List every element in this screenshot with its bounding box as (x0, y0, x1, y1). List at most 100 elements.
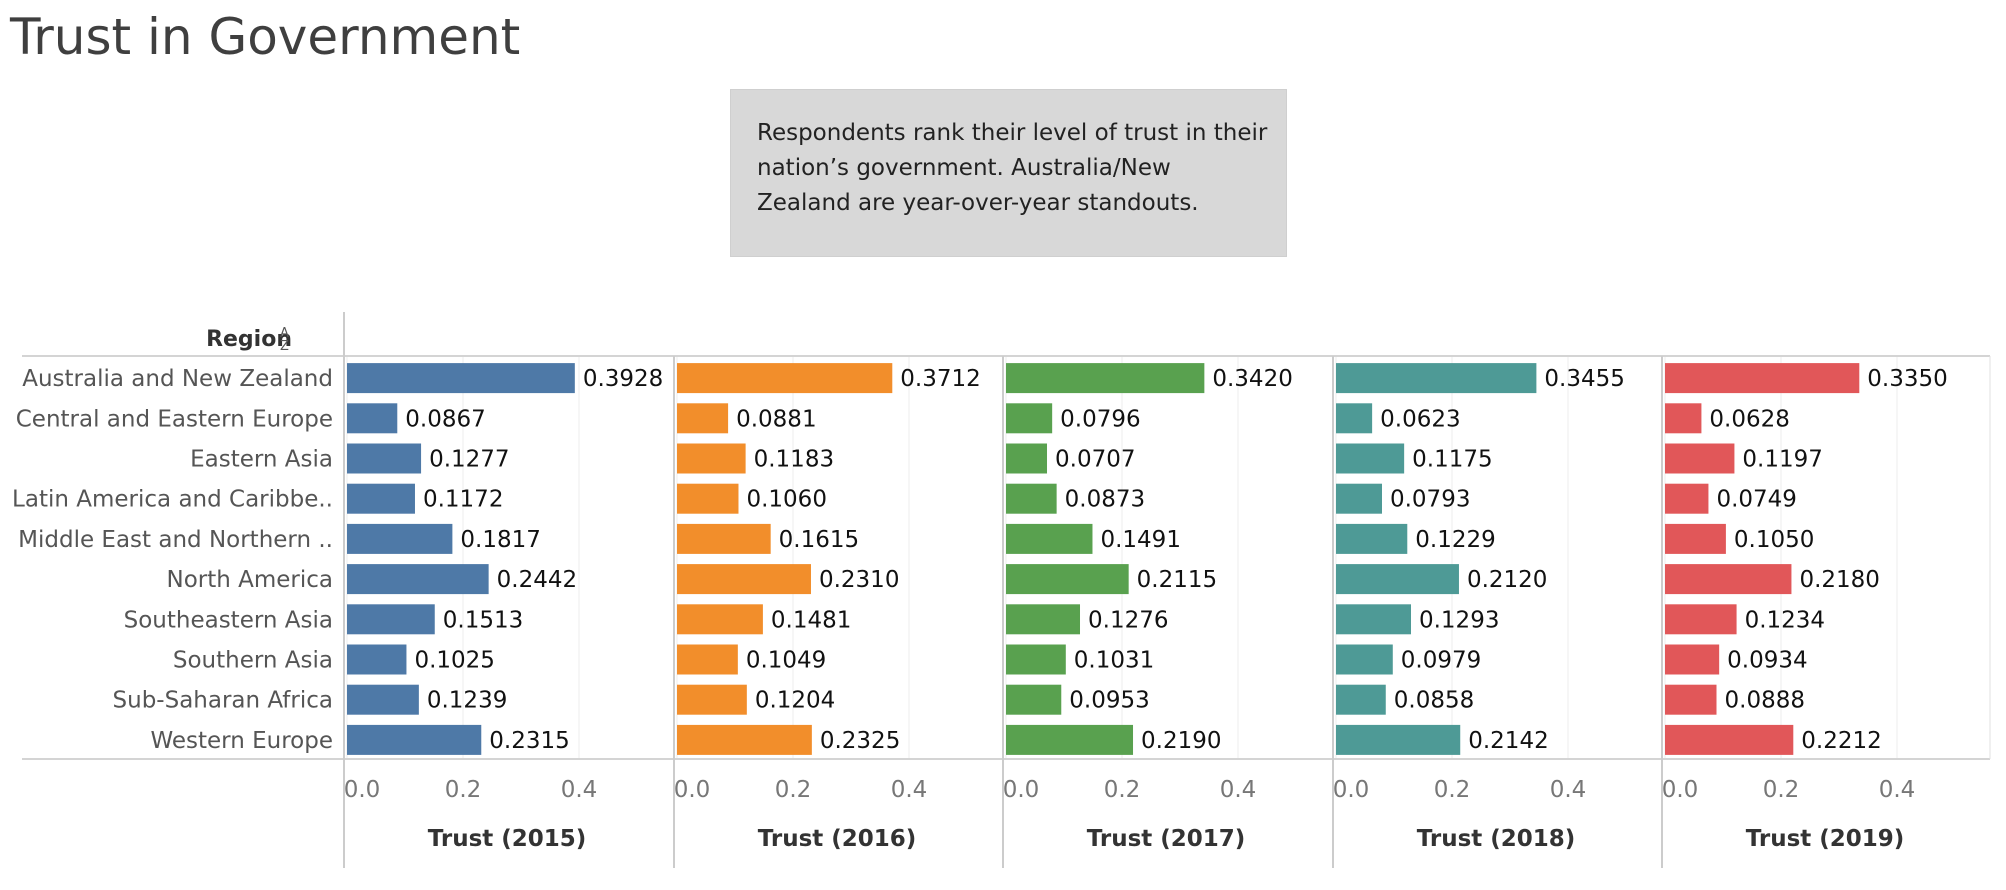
page-title: Trust in Government (10, 8, 521, 66)
bar (1665, 724, 1794, 755)
region-label: Latin America and Caribbe.. (12, 487, 333, 513)
bar-value-label: 0.0934 (1727, 648, 1807, 674)
annotation-line-1: Respondents rank their level of trust in… (757, 120, 1268, 146)
bar (677, 443, 746, 474)
bar (347, 403, 398, 434)
annotation-line-2: nation’s government. Australia/New (757, 155, 1171, 181)
bar-value-label: 0.1481 (771, 607, 851, 633)
region-label: Southeastern Asia (124, 607, 333, 633)
sort-icon: Z (280, 339, 289, 354)
region-label: Eastern Asia (190, 447, 333, 473)
tick-label: 0.2 (1763, 777, 1800, 803)
bar (347, 443, 422, 474)
bar-value-label: 0.3455 (1544, 366, 1624, 392)
annotation-box: Respondents rank their level of trust in… (730, 89, 1287, 257)
tick-label: 0.4 (561, 777, 598, 803)
bar (677, 483, 739, 514)
bar (1336, 644, 1393, 675)
bar (1665, 564, 1792, 595)
bar (1336, 604, 1411, 635)
bar (347, 523, 453, 554)
bar (1006, 403, 1053, 434)
bar-value-label: 0.0749 (1716, 487, 1796, 513)
bar-value-label: 0.2325 (820, 728, 900, 754)
bar-value-label: 0.1025 (414, 648, 494, 674)
row-header-label: Region (206, 327, 292, 352)
bar-value-label: 0.0888 (1725, 688, 1805, 714)
bar (677, 403, 729, 434)
axis-title: Trust (2019) (1746, 826, 1905, 852)
bar-value-label: 0.1491 (1100, 527, 1180, 553)
region-label: Western Europe (150, 728, 333, 754)
bar (1006, 644, 1066, 675)
bar-value-label: 0.1277 (429, 447, 509, 473)
bar (1006, 523, 1093, 554)
bar-value-label: 0.0628 (1709, 406, 1789, 432)
bar-value-label: 0.0867 (405, 406, 485, 432)
bar-value-label: 0.2120 (1467, 567, 1547, 593)
bar (1665, 403, 1702, 434)
tick-label: 0.4 (1220, 777, 1257, 803)
bar-value-label: 0.1239 (427, 688, 507, 714)
tick-label: 0.0 (344, 777, 381, 803)
region-label: Middle East and Northern .. (18, 527, 333, 553)
bar (1336, 443, 1405, 474)
bar (1665, 644, 1720, 675)
bar-value-label: 0.2310 (819, 567, 899, 593)
bar-value-label: 0.0793 (1390, 487, 1470, 513)
bar-value-label: 0.2315 (489, 728, 569, 754)
bar-value-label: 0.1183 (754, 447, 834, 473)
bar (1006, 604, 1081, 635)
bar-value-label: 0.1050 (1734, 527, 1814, 553)
tick-label: 0.2 (1434, 777, 1471, 803)
bar-value-label: 0.3350 (1867, 366, 1947, 392)
bar-value-label: 0.0623 (1380, 406, 1460, 432)
tick-label: 0.4 (1550, 777, 1587, 803)
bar (347, 604, 435, 635)
sort-icon: A (280, 326, 289, 341)
bar-value-label: 0.2190 (1141, 728, 1221, 754)
bar (677, 684, 747, 715)
bar-value-label: 0.2115 (1137, 567, 1217, 593)
bar-value-label: 0.1615 (779, 527, 859, 553)
bar (1336, 564, 1459, 595)
tick-label: 0.0 (674, 777, 711, 803)
bar (1006, 443, 1048, 474)
bar (1336, 363, 1537, 394)
tick-label: 0.4 (891, 777, 928, 803)
tick-label: 0.4 (1879, 777, 1916, 803)
region-label: North America (166, 567, 333, 593)
bar-value-label: 0.1276 (1088, 607, 1168, 633)
bar-value-label: 0.0881 (736, 406, 816, 432)
bar (347, 644, 407, 675)
bar (1336, 684, 1386, 715)
bar (1665, 483, 1709, 514)
bar-value-label: 0.1234 (1745, 607, 1825, 633)
bar-value-label: 0.0707 (1055, 447, 1135, 473)
bar-value-label: 0.2212 (1801, 728, 1881, 754)
axis-title: Trust (2017) (1087, 826, 1246, 852)
bar-value-label: 0.2442 (497, 567, 577, 593)
bar (1336, 483, 1382, 514)
bar-value-label: 0.1197 (1742, 447, 1822, 473)
bar-value-label: 0.0979 (1401, 648, 1481, 674)
bar (1006, 564, 1129, 595)
region-label: Southern Asia (173, 648, 333, 674)
bar-value-label: 0.1229 (1415, 527, 1495, 553)
bar-value-label: 0.2180 (1799, 567, 1879, 593)
bar (677, 724, 812, 755)
bar-value-label: 0.0953 (1069, 688, 1149, 714)
bar-value-label: 0.1293 (1419, 607, 1499, 633)
bar-value-label: 0.3420 (1212, 366, 1292, 392)
bar-value-label: 0.0873 (1065, 487, 1145, 513)
bar (1336, 403, 1373, 434)
bar (1665, 363, 1860, 394)
bar-value-label: 0.1204 (755, 688, 835, 714)
bar (1665, 523, 1726, 554)
bar-value-label: 0.1060 (746, 487, 826, 513)
tick-label: 0.0 (1333, 777, 1370, 803)
bar (677, 363, 893, 394)
bar (1006, 724, 1134, 755)
bar (1665, 684, 1717, 715)
